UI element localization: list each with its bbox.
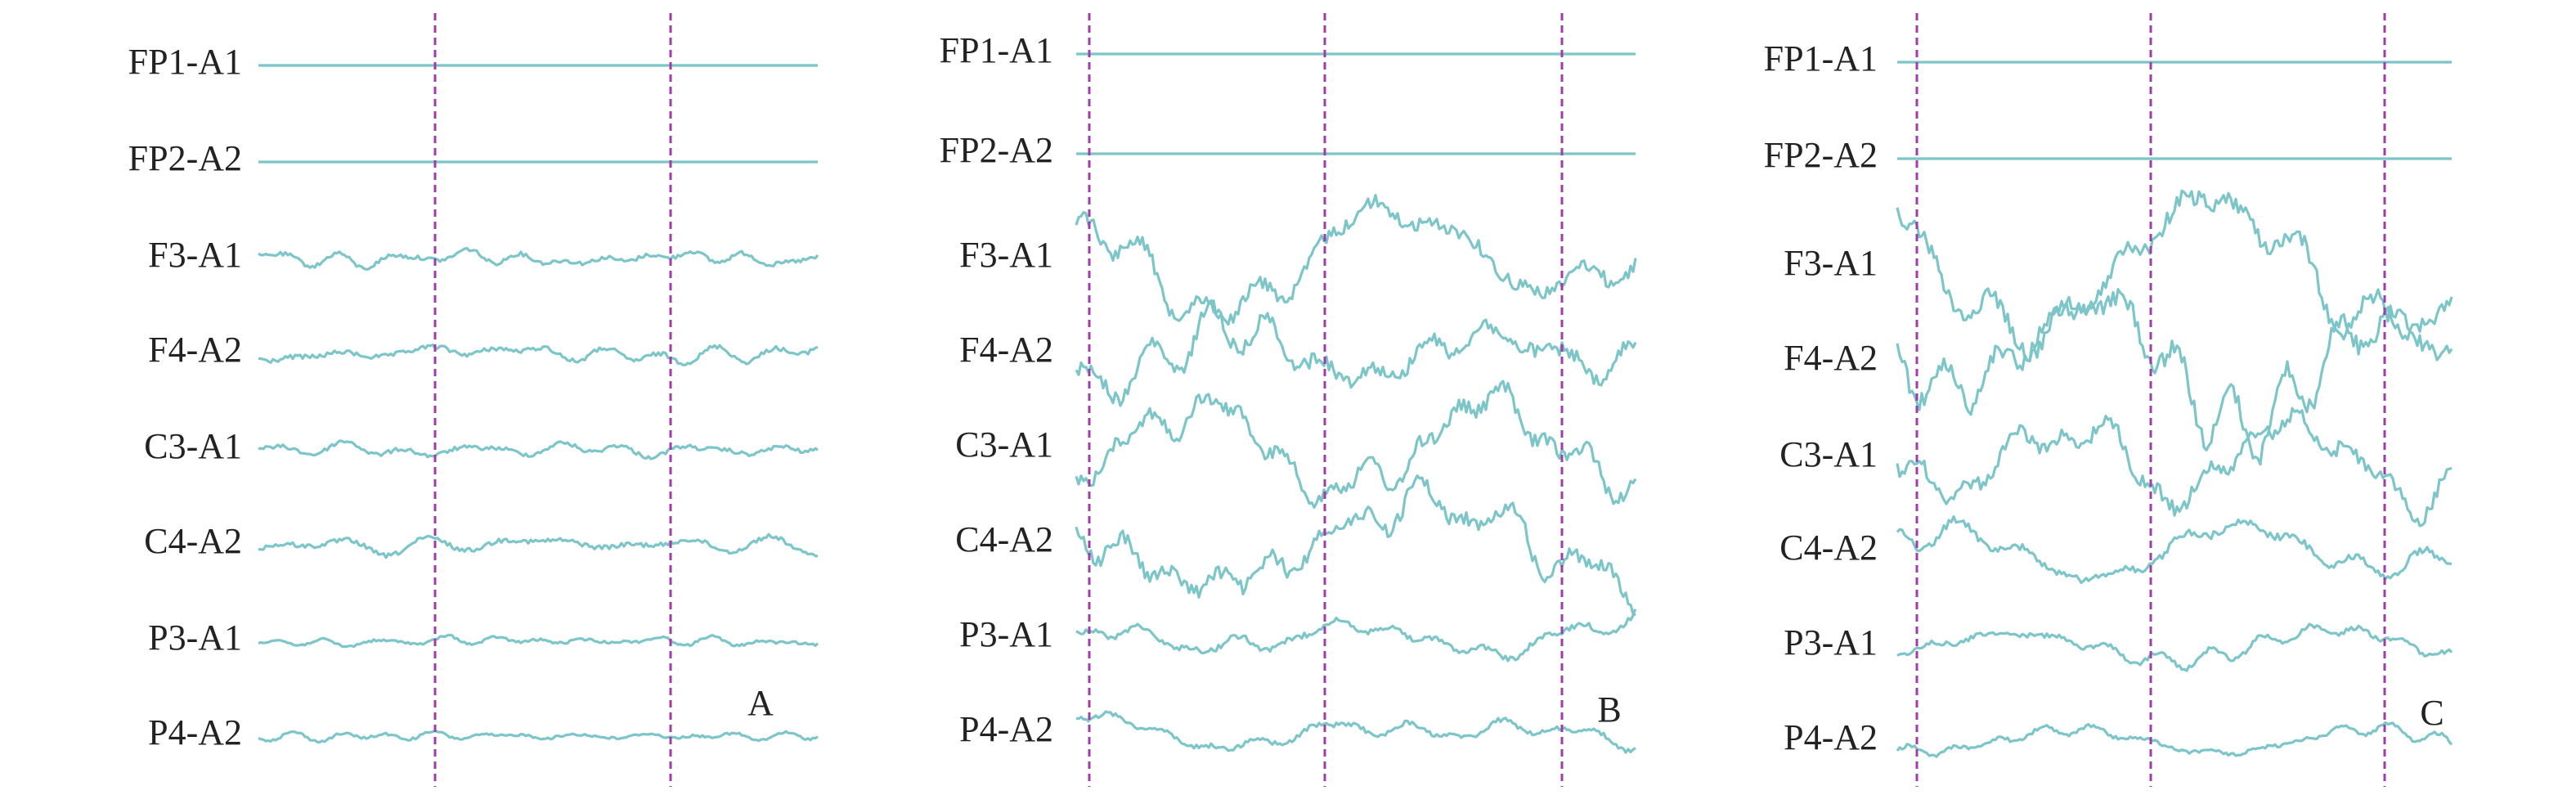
eeg-trace: [258, 344, 819, 366]
eeg-trace: [1896, 622, 2453, 672]
channel-label: C3-A1: [955, 424, 1053, 465]
eeg-panel: FP1-A1 FP2-A2 F3-A1 F4-A2 C3-A1 C4-A2 P3-A1 P4-…: [940, 13, 1637, 787]
eeg-trace: [258, 439, 819, 460]
eeg-trace: [1075, 710, 1636, 754]
channel-label: C4-A2: [955, 519, 1053, 559]
eeg-trace: [1896, 406, 2453, 528]
channel-label: C4-A2: [144, 521, 242, 561]
channel-label: F4-A2: [959, 330, 1053, 370]
eeg-trace: [1896, 721, 2453, 758]
channel-label: F3-A1: [1784, 243, 1878, 283]
eeg-trace: [1896, 189, 2453, 362]
channel-label: FP1-A1: [1764, 38, 1878, 79]
eeg-trace: [1075, 194, 1637, 326]
channel-label: C3-A1: [144, 426, 242, 466]
eeg-panel: FP1-A1 FP2-A2 F3-A1 F4-A2 C3-A1 C4-A2 P3-A1 P4-…: [1764, 13, 2453, 787]
channel-label: P3-A1: [148, 618, 242, 658]
channel-label: F3-A1: [959, 235, 1053, 275]
channel-label: P4-A2: [148, 712, 242, 752]
channel-label: FP1-A1: [128, 42, 242, 82]
channel-label: FP1-A1: [940, 30, 1053, 70]
channel-label: P4-A2: [1784, 717, 1878, 757]
eeg-trace: [258, 729, 819, 743]
eeg-trace: [1896, 515, 2453, 585]
eeg-trace: [1075, 299, 1637, 407]
eeg-trace: [258, 246, 819, 271]
channel-label: FP2-A2: [128, 138, 242, 178]
channel-label: P3-A1: [959, 614, 1053, 654]
eeg-trace: [1075, 613, 1636, 662]
channel-label: F4-A2: [148, 330, 242, 370]
eeg-trace: [1075, 474, 1637, 616]
channel-label: F4-A2: [1784, 338, 1878, 378]
panel-label: A: [747, 683, 774, 723]
channel-label: FP2-A2: [1764, 135, 1878, 175]
eeg-trace: [258, 532, 819, 559]
panel-label: B: [1597, 689, 1621, 730]
channel-label: F3-A1: [148, 235, 242, 275]
eeg-trace: [1075, 380, 1637, 509]
channel-label: C4-A2: [1779, 528, 1878, 568]
panel-label: C: [2420, 693, 2444, 733]
channel-label: P4-A2: [959, 709, 1053, 749]
eeg-trace: [1896, 288, 2453, 466]
channel-label: P3-A1: [1784, 622, 1878, 662]
channel-label: FP2-A2: [940, 130, 1053, 170]
eeg-panel: FP1-A1 FP2-A2 F3-A1 F4-A2 C3-A1 C4-A2 P3-A1 P4-…: [128, 13, 819, 787]
channel-label: C3-A1: [1779, 434, 1878, 474]
eeg-trace: [258, 633, 819, 649]
